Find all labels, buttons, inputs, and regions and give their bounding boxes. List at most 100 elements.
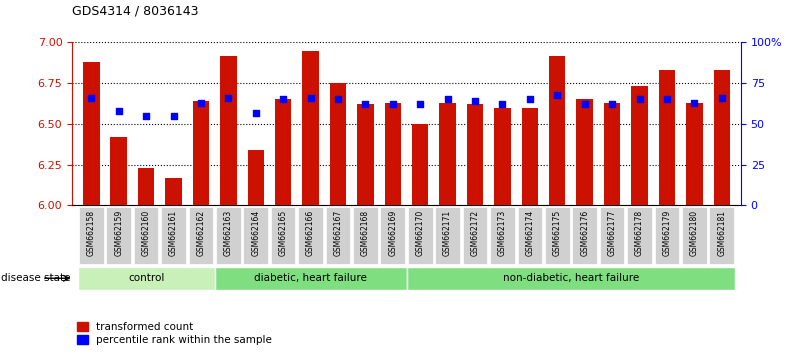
Point	[85, 95, 98, 101]
FancyBboxPatch shape	[682, 206, 706, 264]
Bar	[412, 124, 429, 205]
Text: disease state: disease state	[1, 273, 70, 283]
Bar	[658, 70, 675, 205]
Point	[332, 97, 344, 102]
Point	[222, 95, 235, 101]
Legend: transformed count, percentile rank within the sample: transformed count, percentile rank withi…	[78, 322, 272, 345]
Point	[304, 95, 317, 101]
Point	[715, 95, 728, 101]
Bar	[577, 99, 593, 205]
Text: GSM662163: GSM662163	[223, 210, 233, 256]
Text: GSM662180: GSM662180	[690, 210, 698, 256]
Bar	[165, 178, 182, 205]
FancyBboxPatch shape	[463, 206, 487, 264]
Point	[139, 113, 152, 119]
Text: GSM662160: GSM662160	[142, 210, 151, 256]
FancyBboxPatch shape	[408, 206, 433, 264]
Point	[195, 100, 207, 105]
Text: GSM662176: GSM662176	[580, 210, 590, 256]
Bar	[275, 99, 292, 205]
FancyBboxPatch shape	[407, 267, 735, 290]
Bar	[714, 70, 730, 205]
Point	[386, 102, 399, 107]
Bar	[83, 62, 99, 205]
FancyBboxPatch shape	[573, 206, 597, 264]
Text: diabetic, heart failure: diabetic, heart failure	[254, 273, 367, 283]
Bar	[111, 137, 127, 205]
FancyBboxPatch shape	[244, 206, 268, 264]
Bar	[384, 103, 401, 205]
Bar	[138, 168, 155, 205]
FancyBboxPatch shape	[710, 206, 734, 264]
FancyBboxPatch shape	[78, 267, 215, 290]
Text: GSM662164: GSM662164	[252, 210, 260, 256]
Point	[496, 102, 509, 107]
Point	[551, 92, 564, 97]
FancyBboxPatch shape	[107, 206, 131, 264]
Text: GSM662169: GSM662169	[388, 210, 397, 256]
Point	[606, 102, 618, 107]
Bar	[357, 104, 373, 205]
FancyBboxPatch shape	[215, 267, 407, 290]
Point	[249, 110, 262, 115]
FancyBboxPatch shape	[517, 206, 542, 264]
Point	[469, 98, 481, 104]
Text: GSM662162: GSM662162	[196, 210, 205, 256]
FancyBboxPatch shape	[627, 206, 652, 264]
Text: GSM662181: GSM662181	[717, 210, 727, 256]
FancyBboxPatch shape	[298, 206, 323, 264]
Text: GSM662158: GSM662158	[87, 210, 96, 256]
Text: GSM662167: GSM662167	[333, 210, 343, 256]
Bar	[302, 51, 319, 205]
FancyBboxPatch shape	[161, 206, 186, 264]
FancyBboxPatch shape	[545, 206, 570, 264]
Text: GSM662171: GSM662171	[443, 210, 452, 256]
Bar	[220, 56, 236, 205]
Bar	[686, 103, 702, 205]
Text: GSM662165: GSM662165	[279, 210, 288, 256]
FancyBboxPatch shape	[435, 206, 460, 264]
Point	[441, 97, 454, 102]
Text: GSM662166: GSM662166	[306, 210, 315, 256]
FancyBboxPatch shape	[216, 206, 240, 264]
Bar	[494, 108, 511, 205]
Text: control: control	[128, 273, 164, 283]
Bar	[604, 103, 620, 205]
FancyBboxPatch shape	[654, 206, 679, 264]
Point	[578, 102, 591, 107]
Bar	[631, 86, 648, 205]
Text: GSM662159: GSM662159	[115, 210, 123, 256]
Point	[633, 97, 646, 102]
Point	[661, 97, 674, 102]
FancyBboxPatch shape	[188, 206, 213, 264]
Point	[112, 108, 125, 114]
Text: non-diabetic, heart failure: non-diabetic, heart failure	[503, 273, 639, 283]
Text: GSM662161: GSM662161	[169, 210, 178, 256]
Text: GSM662174: GSM662174	[525, 210, 534, 256]
FancyBboxPatch shape	[271, 206, 296, 264]
Text: GDS4314 / 8036143: GDS4314 / 8036143	[72, 5, 199, 18]
Text: GSM662168: GSM662168	[361, 210, 370, 256]
FancyBboxPatch shape	[353, 206, 378, 264]
Point	[414, 102, 427, 107]
Point	[688, 100, 701, 105]
Point	[167, 113, 180, 119]
Text: GSM662179: GSM662179	[662, 210, 671, 256]
FancyBboxPatch shape	[134, 206, 159, 264]
FancyBboxPatch shape	[600, 206, 625, 264]
Text: GSM662177: GSM662177	[608, 210, 617, 256]
Bar	[248, 150, 264, 205]
Text: GSM662172: GSM662172	[470, 210, 480, 256]
Point	[523, 97, 536, 102]
FancyBboxPatch shape	[380, 206, 405, 264]
Bar	[467, 104, 483, 205]
Point	[277, 97, 290, 102]
Bar	[440, 103, 456, 205]
Point	[359, 102, 372, 107]
FancyBboxPatch shape	[490, 206, 515, 264]
Text: GSM662173: GSM662173	[498, 210, 507, 256]
Bar	[549, 56, 566, 205]
Bar	[330, 83, 346, 205]
Text: GSM662178: GSM662178	[635, 210, 644, 256]
Bar	[193, 101, 209, 205]
